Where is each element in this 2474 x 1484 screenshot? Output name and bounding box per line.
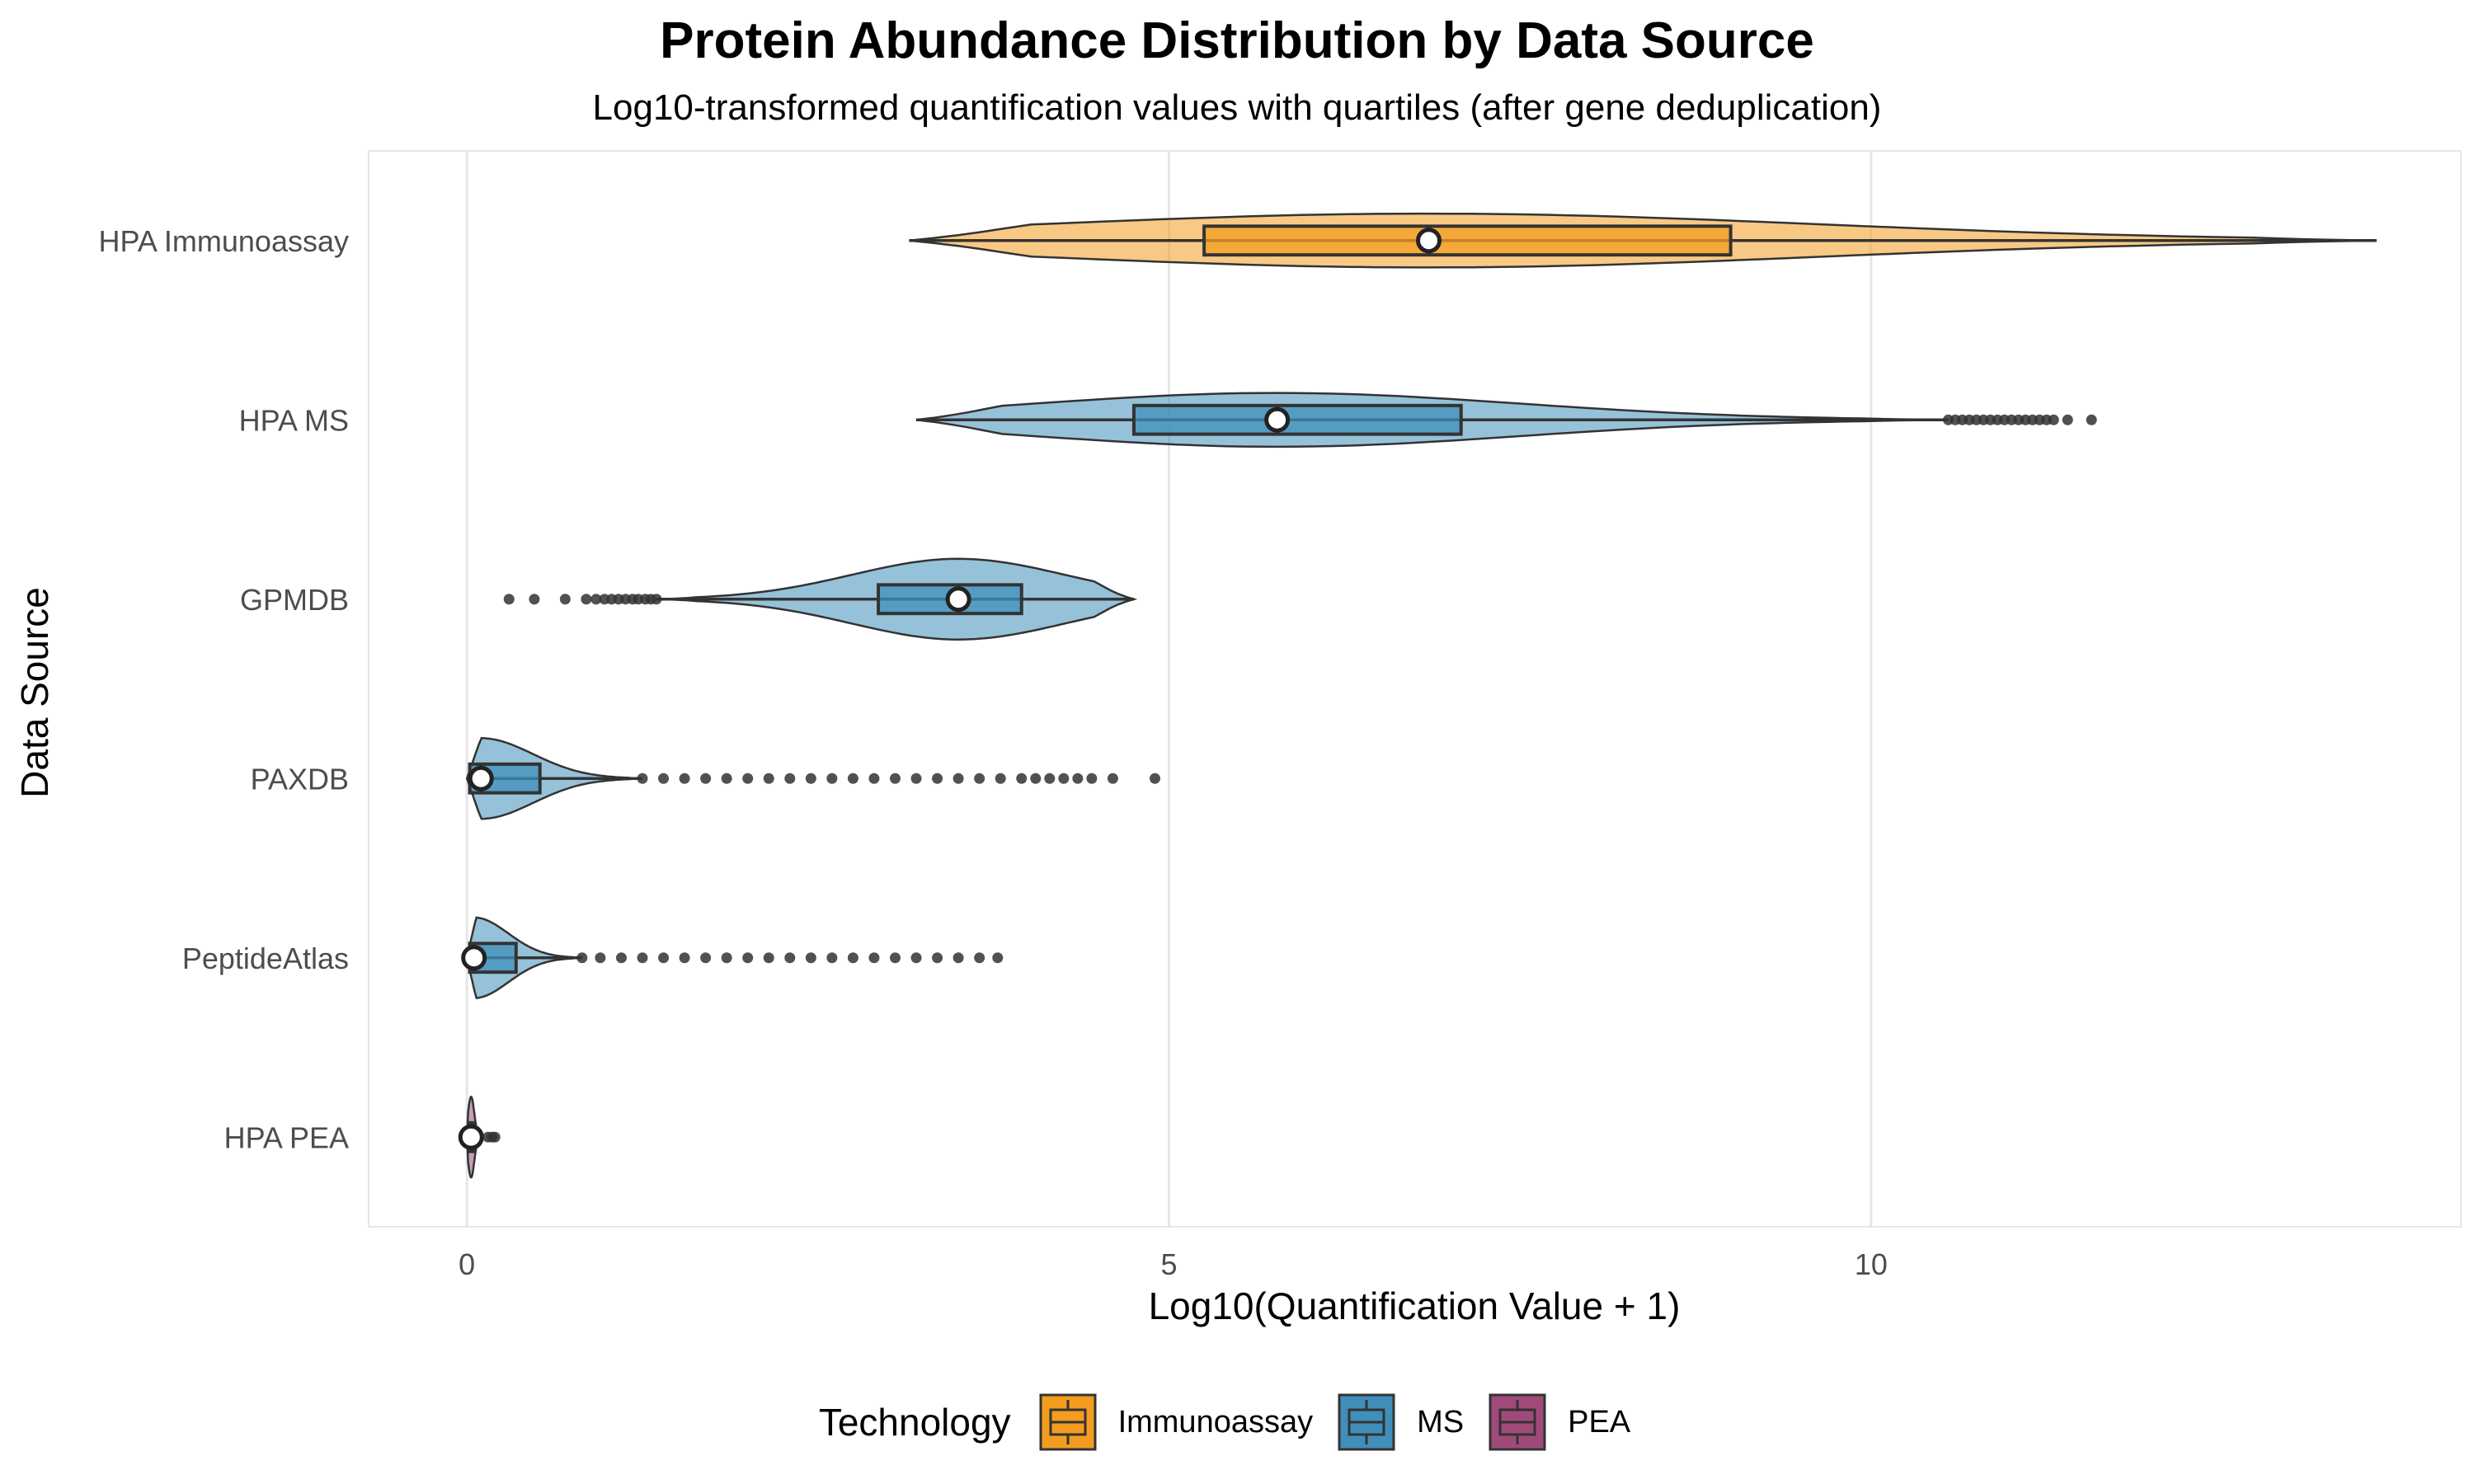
outlier-point-paxdb-2	[679, 773, 690, 784]
outlier-point-paxdb-12	[890, 773, 901, 784]
chart-title: Protein Abundance Distribution by Data S…	[660, 12, 1814, 69]
outlier-point-peptideatlas-15	[890, 952, 901, 964]
outlier-point-peptideatlas-8	[742, 952, 754, 964]
outlier-point-peptideatlas-6	[700, 952, 712, 964]
legend-items: Immunoassay MS PEA	[1039, 1393, 1656, 1451]
outlier-point-peptideatlas-3	[637, 952, 648, 964]
median-point-hpa-pea	[458, 1124, 484, 1150]
outlier-point-hpa-ms-17	[2086, 414, 2097, 425]
x-tick-labels: 0 5 10	[459, 1247, 1888, 1281]
outlier-point-hpa-ms-15	[2048, 414, 2059, 425]
outlier-point-peptideatlas-13	[847, 952, 858, 964]
outlier-point-gpmdb-3	[581, 594, 592, 605]
outlier-point-peptideatlas-12	[826, 952, 838, 964]
box-hpa-ms	[1131, 403, 1463, 436]
outlier-point-peptideatlas-2	[615, 952, 627, 964]
x-axis-title: Log10(Quantification Value + 1)	[1149, 1284, 1681, 1327]
y-tick-label-hpa-immunoassay: HPA Immunoassay	[99, 224, 349, 258]
outlier-point-paxdb-23	[1086, 773, 1098, 784]
outlier-point-paxdb-9	[826, 773, 838, 784]
x-tick-label-1: 5	[1161, 1247, 1178, 1281]
legend-title: Technology	[818, 1401, 1011, 1444]
y-tick-label-hpa-ms: HPA MS	[239, 403, 349, 437]
y-tick-label-peptideatlas: PeptideAtlas	[182, 942, 349, 975]
outlier-point-gpmdb-13	[651, 594, 662, 605]
box-hpa-immunoassay	[1202, 224, 1733, 257]
legend-key-pea	[1489, 1393, 1546, 1451]
chart-subtitle: Log10-transformed quantification values …	[592, 87, 1882, 128]
legend-key-immunoassay	[1039, 1393, 1097, 1451]
median-point-paxdb	[468, 765, 494, 791]
outlier-point-peptideatlas-19	[974, 952, 985, 964]
x-tick-label-2: 10	[1855, 1247, 1888, 1281]
outlier-point-paxdb-1	[658, 773, 670, 784]
outlier-point-peptideatlas-7	[721, 952, 732, 964]
legend-item-ms: MS	[1338, 1393, 1464, 1451]
outlier-point-paxdb-5	[742, 773, 754, 784]
outlier-point-paxdb-19	[1030, 773, 1042, 784]
median-point-peptideatlas	[461, 945, 487, 971]
legend: Technology Immunoassay MS PEA	[0, 1385, 2474, 1459]
outlier-point-paxdb-18	[1016, 773, 1028, 784]
outlier-point-gpmdb-1	[529, 594, 540, 605]
x-tick-label-0: 0	[459, 1247, 475, 1281]
outlier-point-gpmdb-2	[559, 594, 571, 605]
y-tick-labels: HPA Immunoassay HPA MS GPMDB PAXDB PeptideAt…	[99, 224, 349, 1155]
outlier-point-paxdb-11	[868, 773, 880, 784]
outlier-point-gpmdb-0	[503, 594, 515, 605]
series-layer	[458, 212, 2377, 1179]
y-tick-label-paxdb: PAXDB	[251, 762, 349, 796]
outlier-point-paxdb-13	[910, 773, 922, 784]
outlier-point-peptideatlas-14	[868, 952, 880, 964]
outlier-point-paxdb-3	[700, 773, 712, 784]
legend-label-immunoassay: Immunoassay	[1117, 1404, 1314, 1439]
outlier-point-peptideatlas-17	[932, 952, 943, 964]
legend-label-ms: MS	[1417, 1404, 1465, 1439]
median-point-gpmdb	[945, 586, 971, 613]
outlier-point-paxdb-8	[805, 773, 816, 784]
outlier-point-paxdb-17	[995, 773, 1006, 784]
outlier-point-peptideatlas-11	[805, 952, 816, 964]
outlier-point-hpa-ms-16	[2062, 414, 2073, 425]
outlier-point-paxdb-16	[974, 773, 985, 784]
outlier-point-peptideatlas-20	[992, 952, 1004, 964]
y-tick-label-hpa-pea: HPA PEA	[224, 1120, 349, 1154]
outlier-point-paxdb-20	[1044, 773, 1056, 784]
outlier-point-peptideatlas-1	[595, 952, 606, 964]
outlier-point-paxdb-15	[952, 773, 964, 784]
outlier-point-peptideatlas-4	[658, 952, 670, 964]
outlier-point-peptideatlas-0	[576, 952, 588, 964]
outlier-point-paxdb-25	[1150, 773, 1161, 784]
outlier-point-paxdb-24	[1107, 773, 1118, 784]
y-axis-title: Data Source	[13, 587, 56, 798]
legend-label-pea: PEA	[1568, 1404, 1631, 1439]
outlier-point-gpmdb-4	[590, 594, 602, 605]
plot-panel-border	[368, 150, 2462, 1228]
median-point-hpa-ms	[1264, 406, 1291, 433]
outlier-point-peptideatlas-9	[763, 952, 774, 964]
outlier-point-paxdb-14	[932, 773, 943, 784]
y-tick-label-gpmdb: GPMDB	[240, 583, 349, 617]
median-point-hpa-immunoassay	[1416, 228, 1442, 254]
outlier-point-peptideatlas-16	[910, 952, 922, 964]
legend-key-ms	[1338, 1393, 1395, 1451]
outlier-point-hpa-pea-2	[489, 1131, 501, 1143]
outlier-point-peptideatlas-18	[952, 952, 964, 964]
outlier-point-paxdb-4	[721, 773, 732, 784]
outlier-point-paxdb-7	[784, 773, 796, 784]
legend-item-immunoassay: Immunoassay	[1039, 1393, 1314, 1451]
outlier-point-peptideatlas-5	[679, 952, 690, 964]
outlier-point-peptideatlas-10	[784, 952, 796, 964]
plot-area: HPA Immunoassay HPA MS GPMDB PAXDB PeptideAt…	[13, 150, 2462, 1327]
outlier-point-paxdb-6	[763, 773, 774, 784]
grid-layer	[465, 151, 1873, 1227]
legend-item-pea: PEA	[1489, 1393, 1630, 1451]
outlier-point-paxdb-22	[1072, 773, 1084, 784]
outlier-point-paxdb-21	[1058, 773, 1070, 784]
outlier-point-paxdb-10	[847, 773, 858, 784]
outlier-point-paxdb-0	[637, 773, 648, 784]
